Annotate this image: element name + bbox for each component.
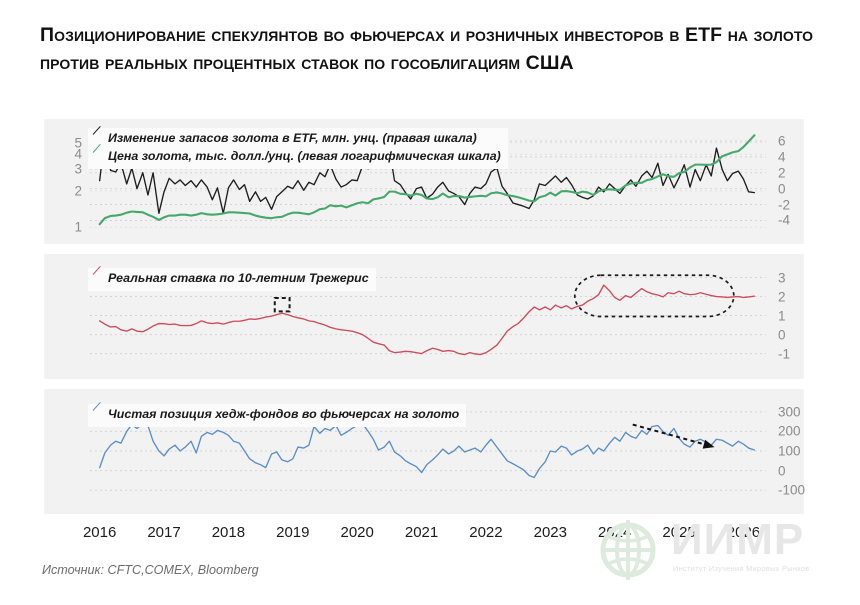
axis-tick-label: 200 bbox=[778, 423, 801, 439]
highlight-box bbox=[273, 297, 291, 313]
axis-tick-label: 6 bbox=[778, 133, 786, 149]
panel2-plot bbox=[90, 274, 766, 356]
legend-label: Чистая позиция хедж-фондов во фьючерсах … bbox=[108, 407, 460, 421]
axis-tick-label: -2 bbox=[778, 197, 791, 213]
axis-tick-label: 5 bbox=[74, 135, 82, 151]
axis-tick-label: 0 bbox=[778, 463, 786, 479]
x-axis-tick: 2021 bbox=[404, 524, 439, 541]
page-title: Позиционирование спекулянтов во фьючерса… bbox=[40, 24, 814, 74]
legend-label: Реальная ставка по 10-летним Трежерис bbox=[108, 271, 369, 285]
legend-panel3: Чистая позиция хедж-фондов во фьючерсах … bbox=[88, 404, 467, 427]
x-axis: 2016 2017 2018 2019 2020 2021 2022 2023 2024 2025… bbox=[0, 524, 860, 550]
panel1-plot bbox=[90, 134, 766, 228]
axis-tick-label: 2 bbox=[74, 183, 82, 199]
legend-panel1: Изменение запасов золота в ETF, млн. унц… bbox=[88, 128, 508, 169]
highlight-region bbox=[573, 274, 735, 318]
x-axis-tick: 2024 bbox=[598, 524, 632, 541]
x-axis-tick: 2022 bbox=[469, 524, 503, 541]
line-swatch-icon bbox=[92, 409, 103, 421]
axis-tick-label: 2 bbox=[778, 289, 786, 305]
line-swatch-icon bbox=[92, 133, 103, 145]
axis-tick-label: -4 bbox=[778, 212, 791, 228]
x-axis-tick: 2018 bbox=[211, 524, 246, 541]
axis-tick-label: 2 bbox=[778, 165, 786, 181]
x-axis-tick: 2026 bbox=[726, 524, 761, 541]
trend-arrow-line bbox=[632, 423, 705, 446]
series-line bbox=[98, 284, 756, 356]
source-note: Источник: CFTC,COMEX, Bloomberg bbox=[42, 563, 259, 577]
axis-tick-label: 4 bbox=[778, 149, 786, 165]
axis-tick-label: 100 bbox=[778, 443, 801, 459]
x-axis-tick: 2019 bbox=[276, 524, 310, 541]
line-swatch-icon bbox=[92, 151, 103, 163]
axis-tick-label: -100 bbox=[778, 482, 806, 498]
axis-tick-label: 1 bbox=[778, 308, 786, 324]
axis-tick-label: -1 bbox=[778, 346, 791, 362]
legend-item-hedge-position: Чистая позиция хедж-фондов во фьючерсах … bbox=[92, 406, 459, 424]
series-line bbox=[98, 134, 756, 226]
axis-tick-label: 1 bbox=[74, 219, 82, 235]
watermark-subtitle: Институт Изучения Мировых Рынков bbox=[673, 564, 810, 573]
legend-panel2: Реальная ставка по 10-летним Трежерис bbox=[88, 268, 376, 291]
trend-arrow-head bbox=[702, 439, 715, 449]
axis-tick-label: 4 bbox=[74, 146, 82, 162]
legend-item-real-rate: Реальная ставка по 10-летним Трежерис bbox=[92, 270, 369, 288]
x-axis-tick: 2017 bbox=[147, 524, 181, 541]
series-line bbox=[98, 422, 756, 479]
legend-item-gold-price: Цена золота, тыс. долл./унц. (левая лога… bbox=[92, 148, 501, 166]
axis-tick-label: 300 bbox=[778, 404, 801, 420]
axis-tick-label: 0 bbox=[778, 327, 786, 343]
axis-tick-label: 3 bbox=[778, 270, 786, 285]
x-axis-tick: 2020 bbox=[340, 524, 374, 541]
panel3-plot bbox=[90, 411, 766, 491]
x-axis-tick: 2025 bbox=[662, 524, 696, 541]
axis-tick-label: 3 bbox=[74, 161, 82, 177]
line-swatch-icon bbox=[92, 273, 103, 285]
x-axis-tick: 2023 bbox=[533, 524, 567, 541]
legend-label: Изменение запасов золота в ETF, млн. унц… bbox=[108, 131, 477, 145]
legend-label: Цена золота, тыс. долл./унц. (левая лога… bbox=[108, 148, 501, 163]
axis-tick-label: 0 bbox=[778, 181, 786, 197]
legend-item-etf-change: Изменение запасов золота в ETF, млн. унц… bbox=[92, 130, 501, 148]
x-axis-tick: 2016 bbox=[82, 524, 117, 541]
